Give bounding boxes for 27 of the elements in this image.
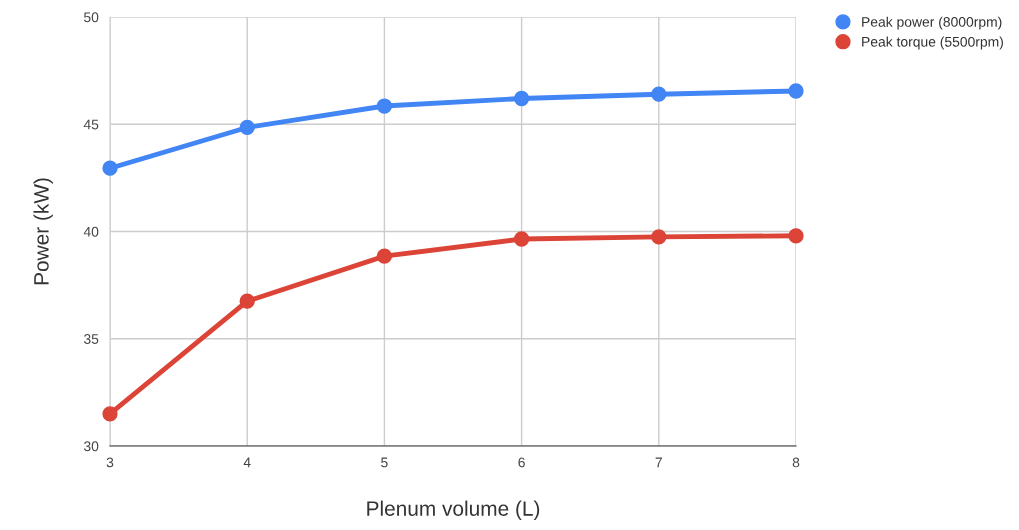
y-tick-label: 50 xyxy=(84,12,99,23)
point xyxy=(239,293,255,309)
y-tick-label: 40 xyxy=(83,226,99,237)
legend-label: Peak torque (5500rpm) xyxy=(862,36,1003,50)
point xyxy=(239,119,255,136)
point xyxy=(513,231,530,247)
y-tick-label: 35 xyxy=(83,334,99,344)
point xyxy=(102,160,118,176)
point xyxy=(651,229,667,245)
point xyxy=(788,228,804,244)
point xyxy=(376,98,393,114)
x-tick-label: 4 xyxy=(243,457,251,468)
x-axis-title: Plenum volume (L) xyxy=(367,500,540,521)
point xyxy=(102,406,118,422)
point xyxy=(651,86,667,102)
point xyxy=(376,248,393,264)
point xyxy=(788,83,804,99)
point xyxy=(513,90,530,107)
x-tick-label: 5 xyxy=(381,457,388,468)
legend-label: Peak power (8000rpm) xyxy=(862,16,1002,30)
y-tick-label: 30 xyxy=(83,441,99,452)
x-tick-label: 8 xyxy=(792,457,800,468)
y-tick-label: 45 xyxy=(83,119,99,130)
x-tick-label: 3 xyxy=(106,457,114,468)
x-tick-label: 7 xyxy=(655,457,662,468)
x-tick-label: 6 xyxy=(518,457,525,468)
y-axis-title: Power (kW) xyxy=(33,178,53,285)
